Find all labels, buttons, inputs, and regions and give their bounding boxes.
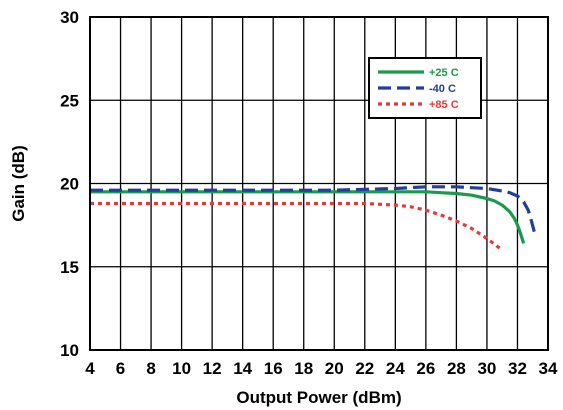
tick-labels: 4 6 8 10 12 14 16 18 20 22 24 26 28 30 32 34 10 15 20 25 30 [60, 8, 558, 378]
legend-label-1: +25 C [429, 67, 459, 79]
x-tick-label: 20 [325, 359, 344, 378]
x-tick-label: 32 [508, 359, 527, 378]
x-axis-label: Output Power (dBm) [236, 388, 401, 407]
x-tick-label: 14 [233, 359, 252, 378]
y-axis-label: Gain (dB) [9, 145, 28, 222]
x-tick-label: 16 [264, 359, 283, 378]
y-tick-label: 30 [60, 8, 79, 27]
y-tick-label: 10 [60, 341, 79, 360]
x-tick-label: 8 [146, 359, 155, 378]
x-tick-label: 28 [447, 359, 466, 378]
x-tick-label: 10 [172, 359, 191, 378]
series-line-1 [90, 190, 526, 244]
x-tick-label: 26 [416, 359, 435, 378]
legend: +25 C -40 C +85 C [368, 57, 482, 119]
y-tick-label: 15 [60, 258, 79, 277]
series-line-2 [90, 185, 536, 233]
series-line-3 [90, 201, 504, 252]
x-tick-label: 12 [203, 359, 222, 378]
series-layer [90, 185, 536, 252]
legend-label-2: -40 C [429, 83, 456, 95]
legend-label-3: +85 C [429, 99, 459, 111]
x-tick-label: 18 [294, 359, 313, 378]
plot-frame [89, 16, 549, 351]
x-tick-label: 34 [539, 359, 558, 378]
x-tick-label: 22 [355, 359, 374, 378]
x-tick-label: 6 [116, 359, 125, 378]
x-tick-label: 30 [477, 359, 496, 378]
x-tick-label: 4 [85, 359, 95, 378]
y-tick-label: 20 [60, 175, 79, 194]
y-tick-label: 25 [60, 91, 79, 110]
x-tick-label: 24 [386, 359, 405, 378]
